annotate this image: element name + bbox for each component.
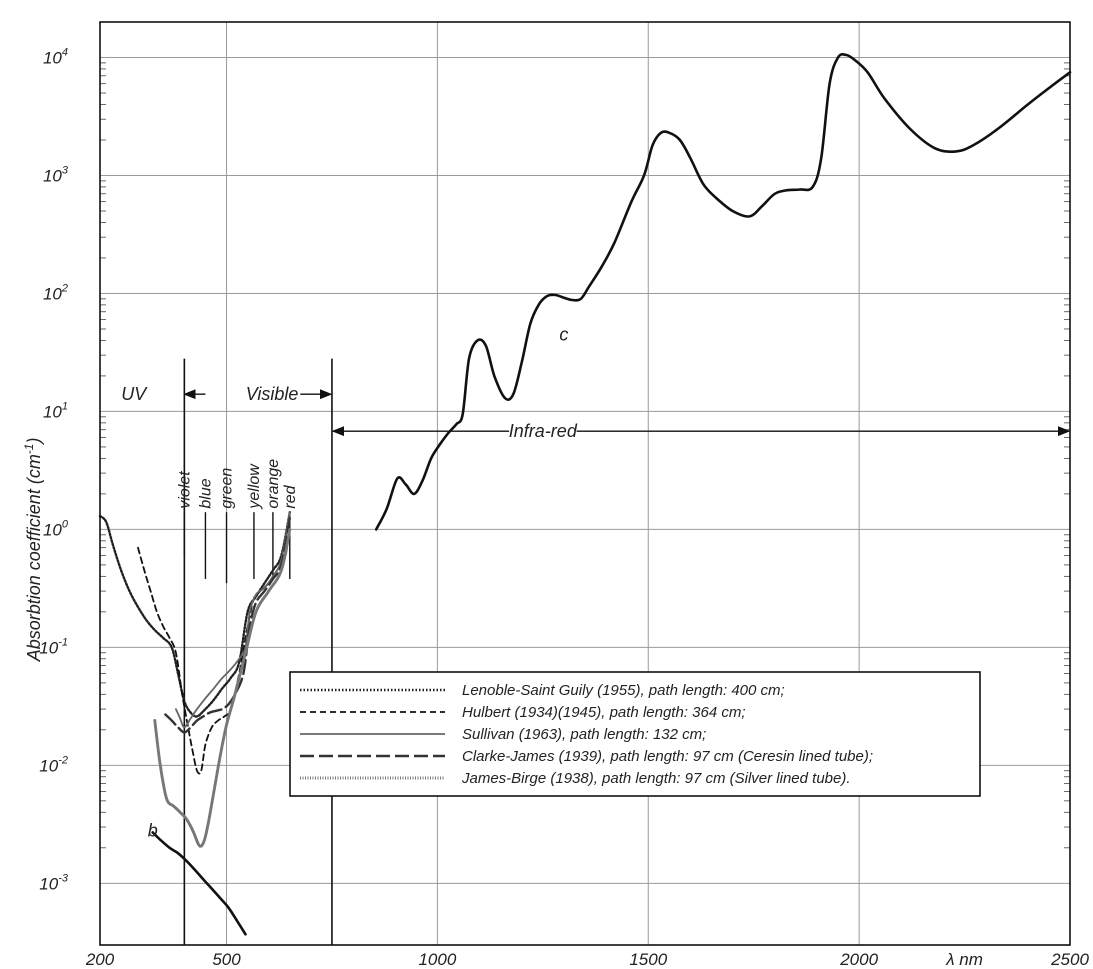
region-label-uv: UV [121, 384, 148, 404]
series-line-lenoble [98, 511, 291, 718]
plot-frame [99, 21, 1071, 946]
y-axis-label: Absorbtion coefficient (cm-1) [22, 438, 44, 663]
series-line-hulbert [137, 515, 291, 775]
y-tick-label-4: 104 [43, 47, 68, 68]
y-tick-exponent: 1 [62, 400, 68, 412]
y-tick-label-0: 100 [43, 518, 69, 539]
legend-label-clarke: Clarke-James (1939), path length: 97 cm … [462, 748, 873, 765]
plot-border [99, 21, 1071, 946]
legend-label-hulbert: Hulbert (1934)(1945), path length: 364 c… [462, 704, 746, 721]
curve-label-c: c [559, 324, 568, 344]
y-tick-exponent: 0 [62, 518, 69, 530]
x-tick-label-2000: 2000 [839, 950, 878, 969]
region-boundaries [183, 358, 1071, 945]
series-lines [98, 53, 1072, 936]
color-band-label-violet: violet [176, 471, 193, 509]
legend: Lenoble-Saint Guily (1955), path length:… [289, 671, 981, 797]
series-line-clarke [164, 516, 291, 734]
y-tick-exponent: 4 [62, 47, 68, 59]
x-tick-label-200: 200 [85, 950, 115, 969]
y-tick-exponent: 2 [61, 282, 68, 294]
series-line-c [374, 53, 1072, 531]
x-axis-label: λ nm [945, 950, 983, 969]
region-label-visible: Visible [246, 384, 299, 404]
x-tick-label-2500: 2500 [1050, 950, 1089, 969]
y-tick-label--3: 10-3 [39, 872, 69, 893]
y-tick-exponent: -2 [58, 754, 68, 766]
series-line-james [153, 527, 292, 848]
y-tick-label-3: 103 [43, 164, 69, 185]
legend-label-lenoble: Lenoble-Saint Guily (1955), path length:… [462, 682, 785, 699]
color-band-label-orange: orange [265, 459, 282, 509]
curve-label-b: b [148, 820, 158, 840]
y-tick-exponent: -3 [58, 872, 69, 884]
region-label-infrared: Infra-red [509, 421, 578, 441]
color-band-label-green: green [219, 468, 236, 509]
x-tick-label-500: 500 [212, 950, 241, 969]
x-tick-label-1000: 1000 [418, 950, 456, 969]
legend-label-james: James-Birge (1938), path length: 97 cm (… [461, 770, 851, 787]
y-tick-exponent: 3 [62, 164, 69, 176]
y-tick-exponent: -1 [58, 636, 68, 648]
series-line-sullivan [175, 511, 291, 729]
annotations: 200 500 1000 1500 2000 2500 10-3 10-2 1 0 -1 100 101… [22, 47, 1089, 969]
y-tick-label-1: 101 [43, 400, 68, 421]
y-tick-label--2: 10-2 [39, 754, 68, 775]
y-tick-label-2: 102 [43, 282, 68, 303]
color-band-label-blue: blue [197, 478, 214, 508]
x-tick-label-1500: 1500 [629, 950, 667, 969]
y-axis-label-sup: -1 [22, 444, 36, 455]
color-band-label-yellow: yellow [246, 463, 263, 510]
legend-label-sullivan: Sullivan (1963), path length: 132 cm; [462, 726, 706, 743]
y-axis-label-close: ) [24, 438, 44, 446]
color-band-label-red: red [282, 484, 299, 508]
series-line-b [151, 831, 247, 936]
y-axis-label-main: Absorbtion coefficient (cm [24, 454, 44, 662]
